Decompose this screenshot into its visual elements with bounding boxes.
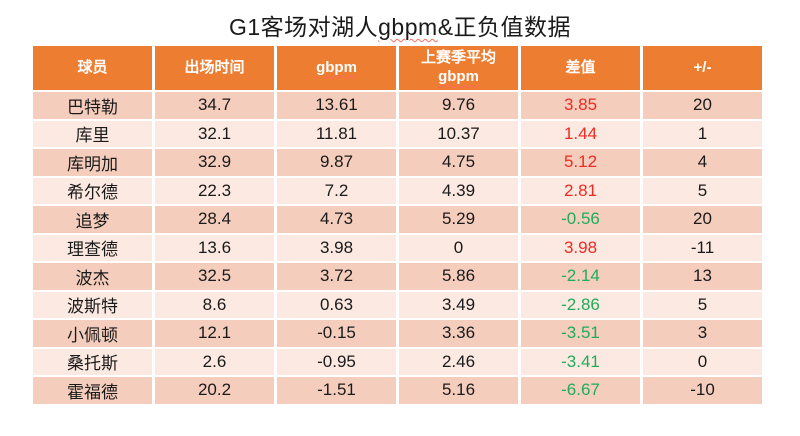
- cell-last_avg: 0: [396, 232, 521, 263]
- cell-gbpm: 0.63: [274, 289, 399, 320]
- cell-diff: 3.98: [518, 232, 643, 263]
- table-row: 追梦 28.4 4.73 5.29 -0.56 20: [30, 204, 765, 235]
- table-row: 桑托斯 2.6 -0.95 2.46 -3.41 0: [30, 346, 765, 377]
- cell-pm: 0: [640, 346, 765, 377]
- header-plus-minus: +/-: [640, 44, 765, 92]
- cell-pm: 5: [640, 289, 765, 320]
- cell-minutes: 32.1: [152, 118, 277, 149]
- table-row: 波杰 32.5 3.72 5.86 -2.14 13: [30, 261, 765, 292]
- table-row: 库明加 32.9 9.87 4.75 5.12 4: [30, 147, 765, 178]
- cell-diff: -2.86: [518, 289, 643, 320]
- cell-minutes: 32.9: [152, 147, 277, 178]
- cell-last_avg: 5.16: [396, 375, 521, 406]
- header-minutes: 出场时间: [152, 44, 277, 92]
- cell-pm: 20: [640, 204, 765, 235]
- title-spellchecked-word: gbpm: [378, 14, 438, 40]
- header-last-avg-line2: gbpm: [438, 68, 479, 85]
- cell-player: 理查德: [30, 232, 155, 263]
- cell-gbpm: 11.81: [274, 118, 399, 149]
- cell-gbpm: 4.73: [274, 204, 399, 235]
- table-row: 小佩顿 12.1 -0.15 3.36 -3.51 3: [30, 318, 765, 349]
- header-gbpm: gbpm: [274, 44, 399, 92]
- cell-pm: 5: [640, 175, 765, 206]
- cell-last_avg: 2.46: [396, 346, 521, 377]
- table-body: 巴特勒 34.7 13.61 9.76 3.85 20 库里 32.1 11.81 10.37 1.…: [30, 90, 765, 406]
- cell-diff: 2.81: [518, 175, 643, 206]
- cell-last_avg: 3.49: [396, 289, 521, 320]
- cell-player: 桑托斯: [30, 346, 155, 377]
- cell-pm: 3: [640, 318, 765, 349]
- table-row: 巴特勒 34.7 13.61 9.76 3.85 20: [30, 90, 765, 121]
- cell-pm: 20: [640, 90, 765, 121]
- cell-player: 库里: [30, 118, 155, 149]
- cell-last_avg: 4.75: [396, 147, 521, 178]
- cell-minutes: 2.6: [152, 346, 277, 377]
- cell-gbpm: -0.95: [274, 346, 399, 377]
- cell-diff: -3.51: [518, 318, 643, 349]
- cell-player: 库明加: [30, 147, 155, 178]
- cell-gbpm: 13.61: [274, 90, 399, 121]
- cell-minutes: 22.3: [152, 175, 277, 206]
- cell-minutes: 20.2: [152, 375, 277, 406]
- cell-last_avg: 10.37: [396, 118, 521, 149]
- page-title: G1客场对湖人gbpm&正负值数据: [0, 8, 800, 42]
- cell-last_avg: 5.86: [396, 261, 521, 292]
- cell-diff: 1.44: [518, 118, 643, 149]
- cell-pm: 4: [640, 147, 765, 178]
- cell-player: 希尔德: [30, 175, 155, 206]
- cell-gbpm: -1.51: [274, 375, 399, 406]
- cell-player: 霍福德: [30, 375, 155, 406]
- cell-last_avg: 3.36: [396, 318, 521, 349]
- cell-player: 波斯特: [30, 289, 155, 320]
- cell-minutes: 34.7: [152, 90, 277, 121]
- cell-diff: -3.41: [518, 346, 643, 377]
- header-player: 球员: [30, 44, 155, 92]
- header-last-season-avg: 上赛季平均 gbpm: [396, 44, 521, 92]
- cell-last_avg: 4.39: [396, 175, 521, 206]
- cell-pm: -10: [640, 375, 765, 406]
- cell-diff: 3.85: [518, 90, 643, 121]
- table-row: 希尔德 22.3 7.2 4.39 2.81 5: [30, 175, 765, 206]
- cell-player: 波杰: [30, 261, 155, 292]
- header-diff: 差值: [518, 44, 643, 92]
- cell-last_avg: 5.29: [396, 204, 521, 235]
- cell-gbpm: 3.72: [274, 261, 399, 292]
- header-last-avg-line1: 上赛季平均: [420, 49, 496, 67]
- title-prefix: G1客场对湖人: [228, 14, 379, 40]
- cell-gbpm: 3.98: [274, 232, 399, 263]
- cell-pm: 1: [640, 118, 765, 149]
- cell-diff: -6.67: [518, 375, 643, 406]
- header-row: 球员 出场时间 gbpm 上赛季平均 gbpm 差值 +/-: [30, 44, 765, 92]
- cell-diff: 5.12: [518, 147, 643, 178]
- cell-minutes: 12.1: [152, 318, 277, 349]
- stats-table: 球员 出场时间 gbpm 上赛季平均 gbpm 差值 +/- 巴特勒 34.7 13…: [30, 44, 765, 406]
- table-row: 库里 32.1 11.81 10.37 1.44 1: [30, 118, 765, 149]
- table-row: 波斯特 8.6 0.63 3.49 -2.86 5: [30, 289, 765, 320]
- cell-diff: -2.14: [518, 261, 643, 292]
- cell-minutes: 13.6: [152, 232, 277, 263]
- cell-minutes: 28.4: [152, 204, 277, 235]
- cell-gbpm: 9.87: [274, 147, 399, 178]
- cell-pm: 13: [640, 261, 765, 292]
- cell-last_avg: 9.76: [396, 90, 521, 121]
- cell-minutes: 8.6: [152, 289, 277, 320]
- cell-pm: -11: [640, 232, 765, 263]
- title-suffix: &正负值数据: [437, 14, 572, 40]
- cell-minutes: 32.5: [152, 261, 277, 292]
- cell-player: 追梦: [30, 204, 155, 235]
- table-header: 球员 出场时间 gbpm 上赛季平均 gbpm 差值 +/-: [30, 44, 765, 92]
- cell-gbpm: 7.2: [274, 175, 399, 206]
- cell-player: 巴特勒: [30, 90, 155, 121]
- cell-player: 小佩顿: [30, 318, 155, 349]
- cell-diff: -0.56: [518, 204, 643, 235]
- table-row: 霍福德 20.2 -1.51 5.16 -6.67 -10: [30, 375, 765, 406]
- header-gbpm-label: gbpm: [316, 58, 357, 76]
- table-row: 理查德 13.6 3.98 0 3.98 -11: [30, 232, 765, 263]
- cell-gbpm: -0.15: [274, 318, 399, 349]
